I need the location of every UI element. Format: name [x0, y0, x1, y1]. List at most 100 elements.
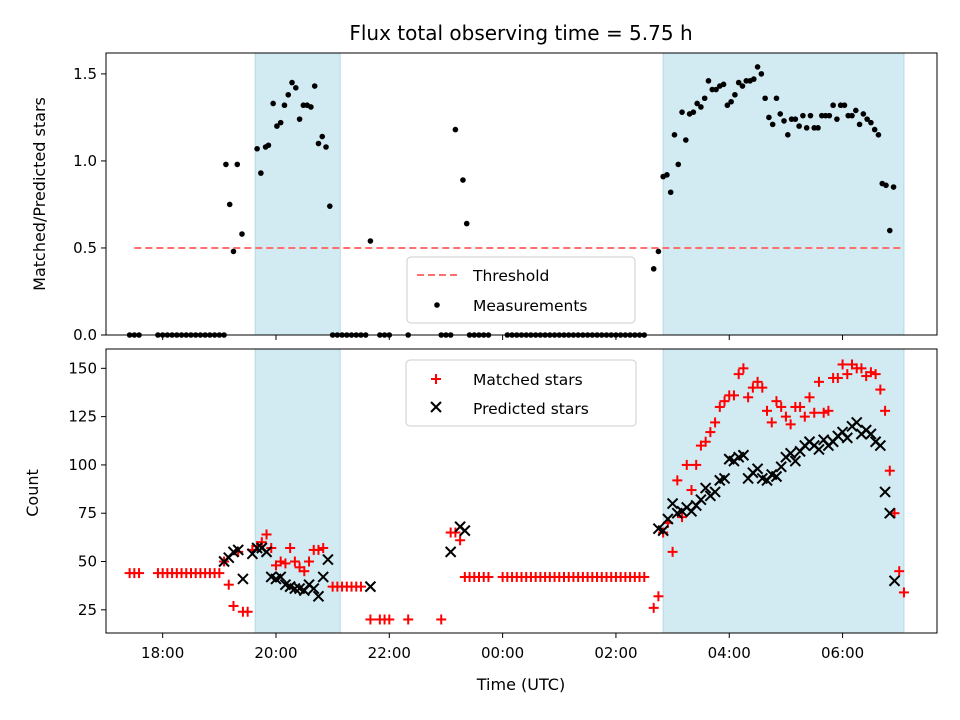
matched-stars-point	[870, 369, 881, 380]
ratio-panel: 0.0 0.5 1.0 1.5 Matched/Predicted stars Thr…	[30, 52, 938, 344]
predicted-stars-point	[232, 544, 244, 556]
matched-stars-point	[832, 372, 843, 383]
measurement-point	[701, 95, 708, 102]
y-tick-label: 25	[78, 601, 97, 619]
measurement-point	[675, 161, 682, 168]
matched-stars-point	[719, 396, 730, 407]
measurement-point	[883, 182, 889, 189]
matched-stars-point	[304, 556, 315, 567]
bottom-axes-frame	[105, 348, 938, 634]
x-tick-label: 04:00	[708, 644, 751, 662]
measurement-point	[886, 227, 893, 234]
predicted-stars-point	[364, 580, 377, 593]
measurement-point	[732, 91, 738, 98]
matched-stars-point	[743, 392, 754, 403]
matched-stars-point	[856, 363, 867, 374]
matched-stars-point	[823, 405, 834, 416]
matched-stars-point	[450, 527, 461, 538]
measurement-point	[713, 86, 719, 93]
measurement-point	[830, 102, 836, 109]
measurement-point	[758, 71, 765, 77]
measurement-point	[460, 177, 466, 183]
matched-stars-point	[884, 465, 895, 476]
measurement-point	[367, 238, 374, 244]
measurement-point	[230, 248, 237, 255]
chart-title: Flux total observing time = 5.75 h	[349, 21, 692, 45]
matched-stars-point	[275, 556, 286, 567]
count-panel: 25 50 75 100 125 150 18:00 20:00 22:00 00:00 02:0…	[23, 348, 938, 662]
measurement-point	[864, 116, 870, 122]
predicted-stars-point	[699, 482, 712, 494]
matched-stars-point	[837, 359, 848, 370]
matched-stars-point	[700, 436, 711, 447]
matched-stars-point	[313, 544, 324, 555]
y-tick-label: 75	[78, 504, 97, 522]
measurement-point	[815, 125, 821, 131]
matched-stars-point	[242, 606, 253, 617]
y-tick-label: 125	[68, 408, 97, 426]
measurement-point	[720, 81, 727, 88]
measurement-point	[796, 123, 802, 129]
matched-stars-point	[299, 566, 310, 577]
matched-stars-point	[455, 535, 466, 546]
measurement-point	[308, 104, 314, 110]
bottom-y-axis-label: Count	[23, 469, 42, 517]
predicted-stars-point	[718, 472, 731, 485]
measurement-point	[739, 83, 746, 89]
x-tick-label: 06:00	[821, 644, 864, 662]
predicted-stars-point	[666, 497, 679, 510]
measurement-point	[281, 102, 288, 109]
measurement-point	[698, 104, 704, 110]
legend-frame	[406, 256, 636, 324]
matched-stars-point	[483, 571, 494, 582]
measurement-point	[852, 107, 859, 114]
matched-stars-point	[256, 537, 267, 548]
measurement-point	[223, 161, 229, 168]
matched-stars-point	[766, 417, 777, 428]
matched-stars-point	[403, 614, 414, 625]
matched-stars-point	[780, 411, 791, 422]
predicted-stars-point	[709, 486, 721, 498]
measurement-point	[323, 144, 329, 150]
x-tick-label: 00:00	[481, 644, 524, 662]
matched-stars-point	[710, 417, 721, 428]
measurement-point	[327, 203, 333, 209]
matched-stars-point	[747, 382, 758, 393]
measurement-point	[289, 79, 295, 86]
measurement-point	[265, 142, 272, 149]
y-tick-label: 0.0	[73, 326, 97, 344]
matched-stars-point	[705, 427, 716, 438]
matched-stars-point	[318, 542, 329, 553]
measurement-point	[834, 116, 840, 122]
measurement-point	[868, 119, 874, 126]
matched-stars-point	[289, 556, 300, 567]
matched-stars-point	[681, 459, 692, 470]
measurement-point	[679, 109, 685, 115]
measurement-point	[683, 137, 689, 143]
bottom-data-marks	[124, 359, 909, 625]
matched-stars-point	[134, 568, 145, 579]
matched-stars-point	[436, 614, 447, 625]
matched-stars-point	[738, 363, 749, 374]
measurement-point	[667, 189, 674, 196]
predicted-stars-point	[784, 447, 797, 460]
measurement-point	[826, 112, 833, 119]
predicted-stars-point	[657, 524, 669, 537]
matched-stars-point	[880, 405, 891, 416]
top-data-marks	[126, 64, 904, 338]
measurement-point	[792, 116, 799, 122]
bottom-legend: Matched stars Predicted stars	[405, 359, 637, 427]
matched-stars-point	[214, 568, 225, 579]
x-tick-label: 02:00	[594, 644, 637, 662]
measurement-point	[319, 133, 326, 140]
predicted-stars-point	[789, 455, 802, 467]
matched-stars-point	[894, 566, 905, 577]
measurement-point	[856, 121, 863, 128]
matched-stars-point	[686, 485, 697, 496]
measurement-point	[762, 95, 768, 102]
matched-stars-point	[223, 579, 234, 590]
measurement-point	[781, 118, 787, 124]
measurement-point	[773, 95, 780, 102]
measurement-point	[239, 231, 245, 237]
